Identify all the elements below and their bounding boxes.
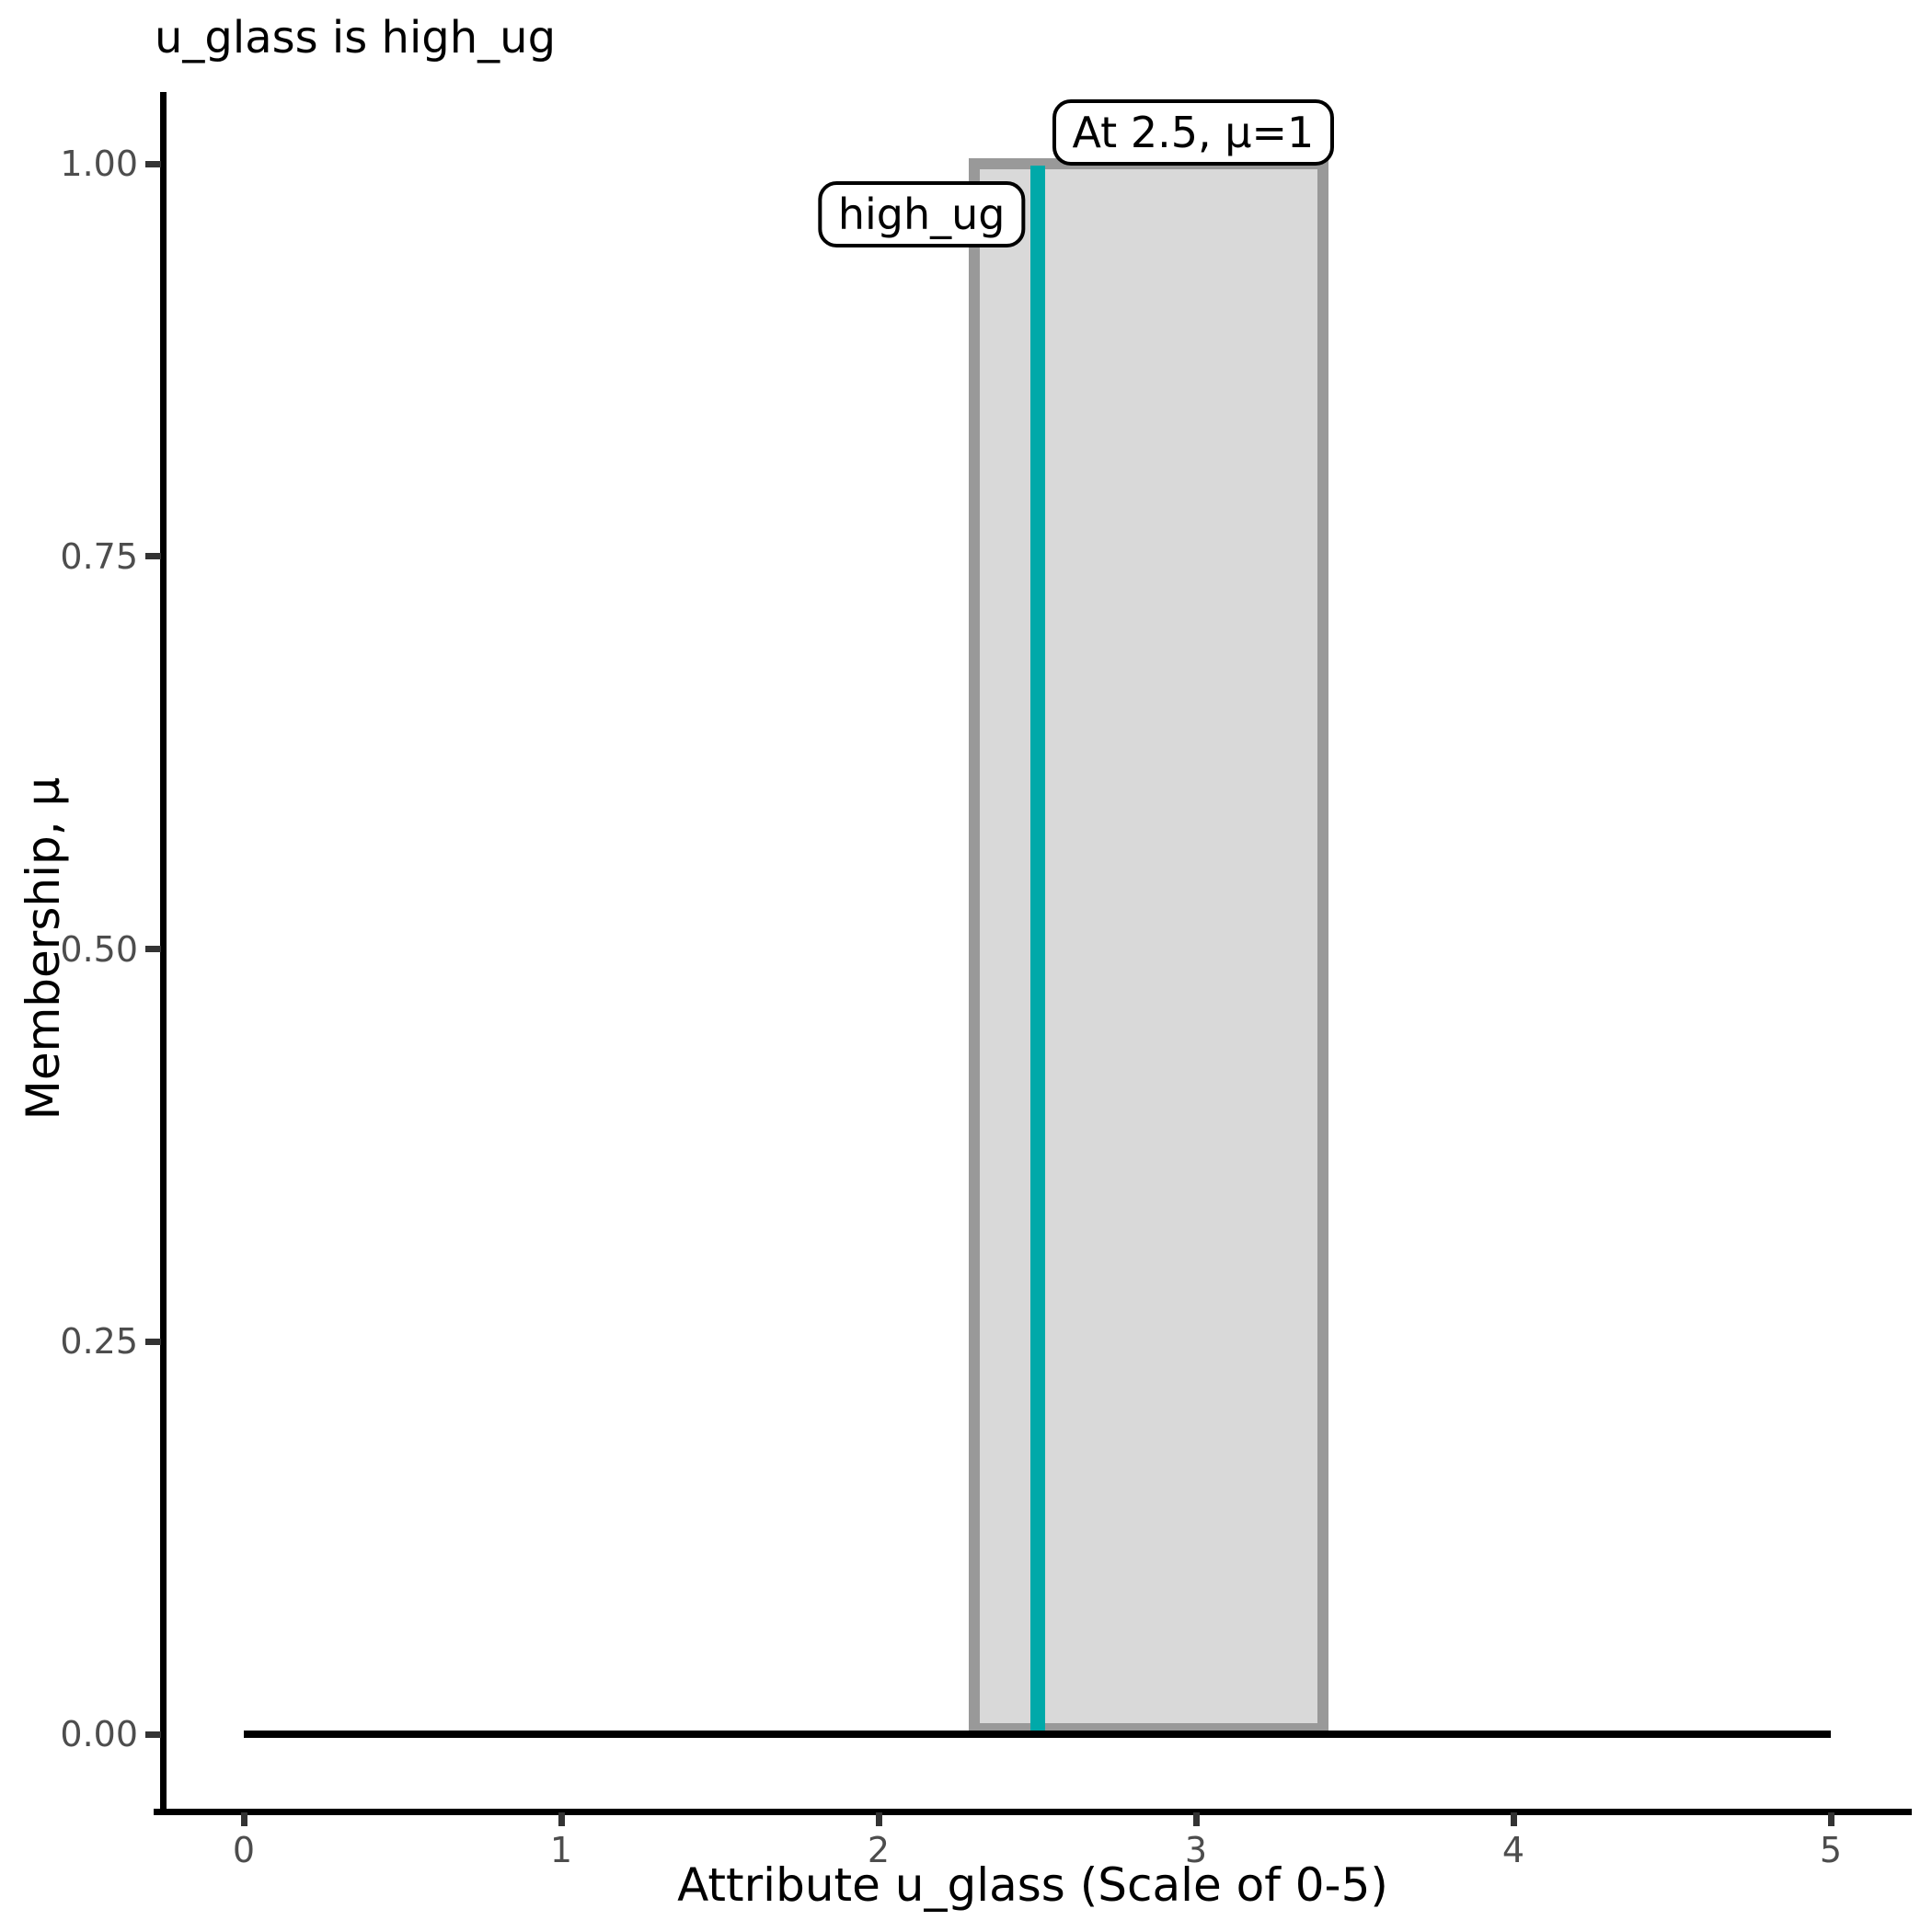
membership-function-area [968,158,1328,1734]
set-name-label: high_ug [817,181,1026,247]
y-tick-label: 0.00 [60,1714,138,1754]
y-tick-mark [145,160,161,167]
x-tick-label: 3 [1184,1830,1208,1870]
x-tick-mark [1192,1812,1200,1826]
x-tick-label: 4 [1501,1830,1525,1870]
y-tick-label: 1.00 [60,144,138,184]
query-value-line [1029,166,1045,1734]
x-tick-mark [1510,1812,1517,1826]
chart-title: u_glass is high_ug [155,12,557,63]
y-axis-line [160,92,167,1815]
x-tick-label: 1 [549,1830,573,1870]
query-annotation-label: At 2.5, μ=1 [1052,99,1335,166]
x-axis-title: Attribute u_glass (Scale of 0-5) [677,1858,1388,1912]
x-tick-mark [558,1812,565,1826]
y-tick-mark [145,1338,161,1345]
x-tick-label: 2 [867,1830,891,1870]
y-tick-label: 0.75 [60,535,138,577]
membership-baseline [244,1731,1831,1738]
x-tick-label: 5 [1819,1830,1843,1870]
y-tick-mark [145,553,161,560]
x-axis-line [154,1809,1912,1815]
y-tick-mark [145,1731,161,1738]
x-tick-mark [1827,1812,1834,1826]
y-tick-label: 0.25 [60,1321,138,1363]
y-tick-label: 0.50 [60,928,138,970]
x-tick-label: 0 [232,1830,256,1870]
y-tick-mark [145,946,161,952]
y-axis-title: Membership, μ [17,776,70,1121]
x-tick-mark [240,1812,247,1826]
x-tick-mark [875,1812,882,1826]
